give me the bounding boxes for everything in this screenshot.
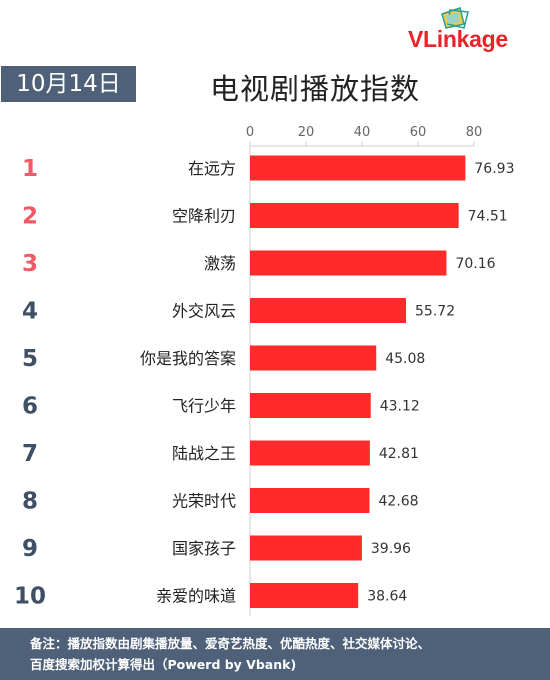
value-label: 76.93 <box>474 161 514 177</box>
x-tick-label: 60 <box>410 125 427 140</box>
page-title: 电视剧播放指数 <box>210 72 421 106</box>
rank-number: 6 <box>22 394 38 420</box>
rank-number: 7 <box>22 441 38 467</box>
rank-number: 8 <box>22 489 38 515</box>
value-label: 74.51 <box>468 209 508 225</box>
rank-number: 5 <box>22 346 38 372</box>
category-label: 空降利刃 <box>172 207 236 226</box>
footer-note-line-1: 备注：播放指数由剧集播放量、爱奇艺热度、优酷热度、社交媒体讨论、 <box>30 636 431 651</box>
footer-note-line-2: 百度搜索加权计算得出（Powerd by Vbank) <box>30 657 297 672</box>
x-tick-label: 40 <box>354 125 371 140</box>
data-bar <box>250 155 466 181</box>
category-label: 外交风云 <box>172 302 236 321</box>
value-label: 55.72 <box>415 304 455 320</box>
rank-number: 10 <box>14 584 46 610</box>
value-label: 43.12 <box>380 399 420 415</box>
category-label: 激荡 <box>204 254 236 273</box>
bar-chart: 0 20 40 60 80 1 在远方 76.93 2 空降利刃 74.51 3 激荡 70.16 4 外交风… <box>14 125 514 616</box>
date-badge: 10月14日 <box>1 66 136 102</box>
data-bar <box>250 250 447 276</box>
vlinkage-logo: VLinkage <box>408 6 544 58</box>
category-label: 飞行少年 <box>172 397 236 416</box>
value-label: 42.68 <box>379 494 419 510</box>
category-label: 在远方 <box>188 159 236 178</box>
rank-number: 1 <box>22 156 38 182</box>
x-tick-label: 80 <box>466 125 483 140</box>
x-tick-label: 0 <box>246 125 254 140</box>
data-bar <box>250 298 407 323</box>
data-bar <box>250 488 370 513</box>
rank-number: 2 <box>22 204 38 230</box>
value-label: 42.81 <box>379 446 419 462</box>
value-label: 39.96 <box>371 541 411 557</box>
logo-mark-icon <box>441 7 469 29</box>
category-label: 陆战之王 <box>172 444 236 463</box>
footer-note: 备注：播放指数由剧集播放量、爱奇艺热度、优酷热度、社交媒体讨论、 百度搜索加权计… <box>0 628 550 680</box>
rank-number: 9 <box>22 536 38 562</box>
rank-number: 3 <box>22 251 38 277</box>
data-bar <box>250 535 362 561</box>
data-bar <box>250 393 371 418</box>
data-bar <box>250 440 370 466</box>
category-label: 国家孩子 <box>172 539 236 558</box>
category-label: 亲爱的味道 <box>156 587 236 606</box>
value-label: 70.16 <box>455 256 495 272</box>
rank-number: 4 <box>22 299 38 325</box>
category-label: 你是我的答案 <box>140 349 236 368</box>
value-label: 38.64 <box>367 589 407 605</box>
logo-text: VLinkage <box>408 26 508 52</box>
x-tick-label: 20 <box>298 125 315 140</box>
value-label: 45.08 <box>385 351 425 367</box>
data-bar <box>250 583 359 608</box>
category-label: 光荣时代 <box>172 492 236 511</box>
data-bar <box>250 345 377 371</box>
data-bar <box>250 203 459 228</box>
